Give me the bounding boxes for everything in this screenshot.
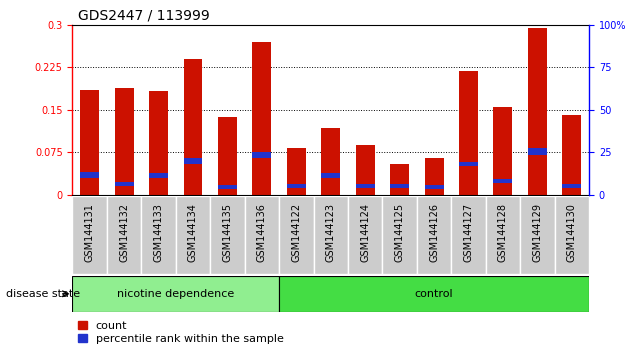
Bar bbox=[459, 71, 478, 195]
Text: GSM144122: GSM144122 bbox=[291, 203, 301, 262]
Legend: count, percentile rank within the sample: count, percentile rank within the sample bbox=[78, 321, 284, 344]
Bar bbox=[493, 179, 512, 183]
Text: GSM144125: GSM144125 bbox=[394, 203, 404, 262]
Bar bbox=[528, 148, 547, 155]
Bar bbox=[528, 28, 547, 195]
Bar bbox=[115, 182, 134, 186]
Bar bbox=[218, 185, 237, 189]
Text: disease state: disease state bbox=[6, 289, 81, 299]
Bar bbox=[244, 196, 279, 274]
Bar bbox=[486, 196, 520, 274]
Bar bbox=[253, 42, 272, 195]
Text: GSM144127: GSM144127 bbox=[464, 203, 474, 262]
Text: GSM144131: GSM144131 bbox=[84, 203, 94, 262]
Bar bbox=[279, 196, 314, 274]
Bar bbox=[183, 158, 202, 164]
Bar bbox=[149, 91, 168, 195]
Bar bbox=[493, 107, 512, 195]
Bar bbox=[253, 152, 272, 158]
Bar bbox=[314, 196, 348, 274]
Bar bbox=[287, 184, 306, 188]
Bar bbox=[382, 196, 417, 274]
Bar bbox=[183, 59, 202, 195]
Bar bbox=[210, 196, 244, 274]
Bar bbox=[390, 184, 409, 188]
Bar bbox=[80, 90, 99, 195]
Bar bbox=[149, 173, 168, 178]
Bar bbox=[107, 196, 141, 274]
Bar bbox=[72, 196, 107, 274]
Text: control: control bbox=[415, 289, 454, 299]
Bar bbox=[563, 115, 581, 195]
Bar bbox=[459, 162, 478, 166]
Text: GDS2447 / 113999: GDS2447 / 113999 bbox=[77, 8, 209, 22]
Bar bbox=[348, 196, 382, 274]
Bar bbox=[279, 276, 589, 312]
Bar bbox=[425, 185, 444, 189]
Bar bbox=[115, 88, 134, 195]
Text: GSM144132: GSM144132 bbox=[119, 203, 129, 262]
Bar bbox=[80, 172, 99, 178]
Bar bbox=[425, 158, 444, 195]
Bar bbox=[321, 173, 340, 178]
Bar bbox=[321, 128, 340, 195]
Text: GSM144128: GSM144128 bbox=[498, 203, 508, 262]
Text: GSM144126: GSM144126 bbox=[429, 203, 439, 262]
Bar bbox=[356, 184, 375, 188]
Bar bbox=[176, 196, 210, 274]
Text: GSM144134: GSM144134 bbox=[188, 203, 198, 262]
Bar bbox=[451, 196, 486, 274]
Text: GSM144129: GSM144129 bbox=[532, 203, 542, 262]
Bar bbox=[563, 184, 581, 188]
Bar bbox=[554, 196, 589, 274]
Bar bbox=[390, 164, 409, 195]
Text: GSM144130: GSM144130 bbox=[567, 203, 577, 262]
Text: GSM144136: GSM144136 bbox=[257, 203, 267, 262]
Text: nicotine dependence: nicotine dependence bbox=[117, 289, 234, 299]
Bar bbox=[520, 196, 554, 274]
Text: GSM144135: GSM144135 bbox=[222, 203, 232, 262]
Bar bbox=[287, 148, 306, 195]
Bar bbox=[72, 276, 279, 312]
Bar bbox=[356, 145, 375, 195]
Bar bbox=[417, 196, 451, 274]
Text: GSM144133: GSM144133 bbox=[154, 203, 164, 262]
Text: GSM144123: GSM144123 bbox=[326, 203, 336, 262]
Text: GSM144124: GSM144124 bbox=[360, 203, 370, 262]
Bar bbox=[141, 196, 176, 274]
Bar bbox=[218, 117, 237, 195]
